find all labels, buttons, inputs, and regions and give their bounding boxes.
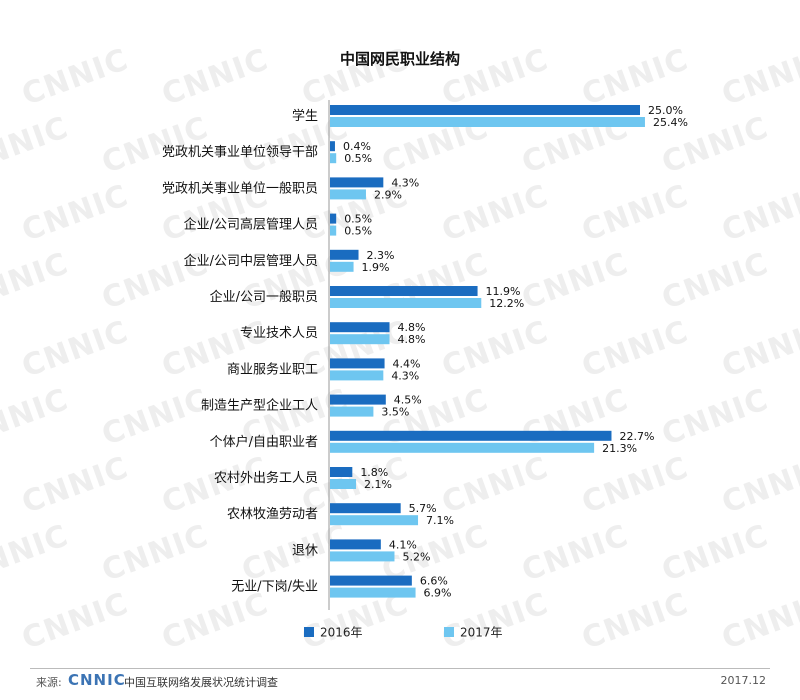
bar-value-label: 4.3% — [391, 176, 419, 189]
category-label: 企业/公司中层管理人员 — [184, 253, 318, 269]
bar-value-label: 0.5% — [344, 225, 372, 238]
bar-value-label: 2.1% — [364, 478, 392, 491]
category-label: 农村外出务工人员 — [214, 470, 318, 486]
occupation-bar-chart: 中国网民职业结构 学生 25.0%25.4%党政机关事业单位领导干部 0.4%0.5… — [162, 50, 688, 640]
bar-2016 — [330, 177, 384, 188]
source-label: 来源: — [36, 676, 62, 689]
bar-value-label: 3.5% — [381, 406, 409, 419]
source-text: 中国互联网络发展状况统计调查 — [124, 676, 278, 689]
bar-2016 — [330, 575, 412, 586]
bar-2016 — [330, 503, 401, 514]
bar-value-label: 4.5% — [394, 394, 422, 407]
report-date: 2017.12 — [720, 674, 767, 687]
category-label: 商业服务业职工 — [227, 361, 318, 377]
bar-2017 — [330, 153, 337, 164]
bar-value-label: 1.9% — [362, 261, 390, 274]
category-label: 学生 — [292, 108, 318, 124]
bar-2016 — [330, 467, 353, 477]
legend-label-2016: 2016年 — [320, 626, 363, 640]
bar-value-label: 21.3% — [602, 442, 637, 455]
bar-2016 — [330, 213, 337, 224]
bar-value-label: 0.5% — [344, 213, 372, 226]
legend-swatch-2016 — [304, 627, 314, 637]
bar-value-label: 6.9% — [424, 587, 452, 600]
bar-2017 — [330, 370, 384, 381]
bar-value-label: 2.9% — [374, 188, 402, 201]
bar-value-label: 4.1% — [389, 538, 417, 551]
bar-value-label: 25.0% — [648, 104, 683, 117]
bar-2017 — [330, 479, 357, 489]
bar-value-label: 4.4% — [393, 357, 421, 370]
footer-divider — [30, 668, 770, 669]
category-label: 企业/公司一般职员 — [210, 289, 318, 305]
category-label: 个体户/自由职业者 — [210, 434, 318, 450]
bar-value-label: 2.3% — [367, 249, 395, 262]
bar-2017 — [330, 261, 354, 272]
bar-value-label: 7.1% — [426, 514, 454, 527]
bar-2016 — [330, 286, 478, 296]
page-footer: 来源: CNNIC 中国互联网络发展状况统计调查 2017.12 — [0, 668, 800, 700]
category-label: 党政机关事业单位一般职员 — [162, 180, 318, 196]
legend-swatch-2017 — [444, 627, 454, 637]
bar-2016 — [330, 249, 359, 260]
bar-2017 — [330, 442, 595, 453]
bar-2017 — [330, 117, 645, 127]
bar-2016 — [330, 539, 381, 550]
category-label: 农林牧渔劳动者 — [227, 506, 318, 522]
bar-value-label: 11.9% — [486, 285, 521, 298]
bar-2017 — [330, 298, 482, 308]
chart-legend: 2016年 2017年 — [304, 626, 503, 640]
category-label: 党政机关事业单位领导干部 — [162, 145, 318, 160]
bar-value-label: 0.5% — [344, 152, 372, 165]
bar-value-label: 1.8% — [360, 466, 388, 479]
category-label: 无业/下岗/失业 — [231, 580, 318, 595]
bar-value-label: 25.4% — [653, 116, 688, 129]
bar-2016 — [330, 358, 385, 369]
bar-2017 — [330, 406, 374, 417]
bar-2017 — [330, 587, 416, 598]
bar-2017 — [330, 225, 337, 236]
bar-value-label: 4.8% — [398, 333, 426, 346]
bar-value-label: 5.2% — [402, 550, 430, 563]
bar-value-label: 22.7% — [619, 430, 654, 443]
cnnic-logo: CNNIC — [68, 671, 126, 689]
bar-value-label: 4.3% — [391, 369, 419, 382]
bar-2016 — [330, 322, 390, 333]
bar-value-label: 5.7% — [409, 502, 437, 515]
legend-label-2017: 2017年 — [460, 626, 503, 640]
category-label: 专业技术人员 — [240, 326, 318, 341]
bar-value-label: 4.8% — [398, 321, 426, 334]
bar-value-label: 6.6% — [420, 575, 448, 588]
bars-group: 学生 25.0%25.4%党政机关事业单位领导干部 0.4%0.5%党政机关事业单位… — [162, 104, 688, 600]
bar-value-label: 0.4% — [343, 140, 371, 153]
category-label: 企业/公司高层管理人员 — [184, 217, 318, 233]
bar-value-label: 12.2% — [489, 297, 524, 310]
bar-2017 — [330, 551, 395, 562]
bar-2017 — [330, 189, 366, 200]
bar-2016 — [330, 394, 386, 405]
bar-2016 — [330, 105, 640, 115]
bar-2017 — [330, 515, 419, 526]
bar-2016 — [330, 141, 335, 152]
bar-2017 — [330, 334, 390, 345]
bar-2016 — [330, 430, 612, 441]
category-label: 退休 — [292, 543, 318, 558]
chart-title: 中国网民职业结构 — [340, 50, 460, 68]
category-label: 制造生产型企业工人 — [201, 398, 318, 414]
